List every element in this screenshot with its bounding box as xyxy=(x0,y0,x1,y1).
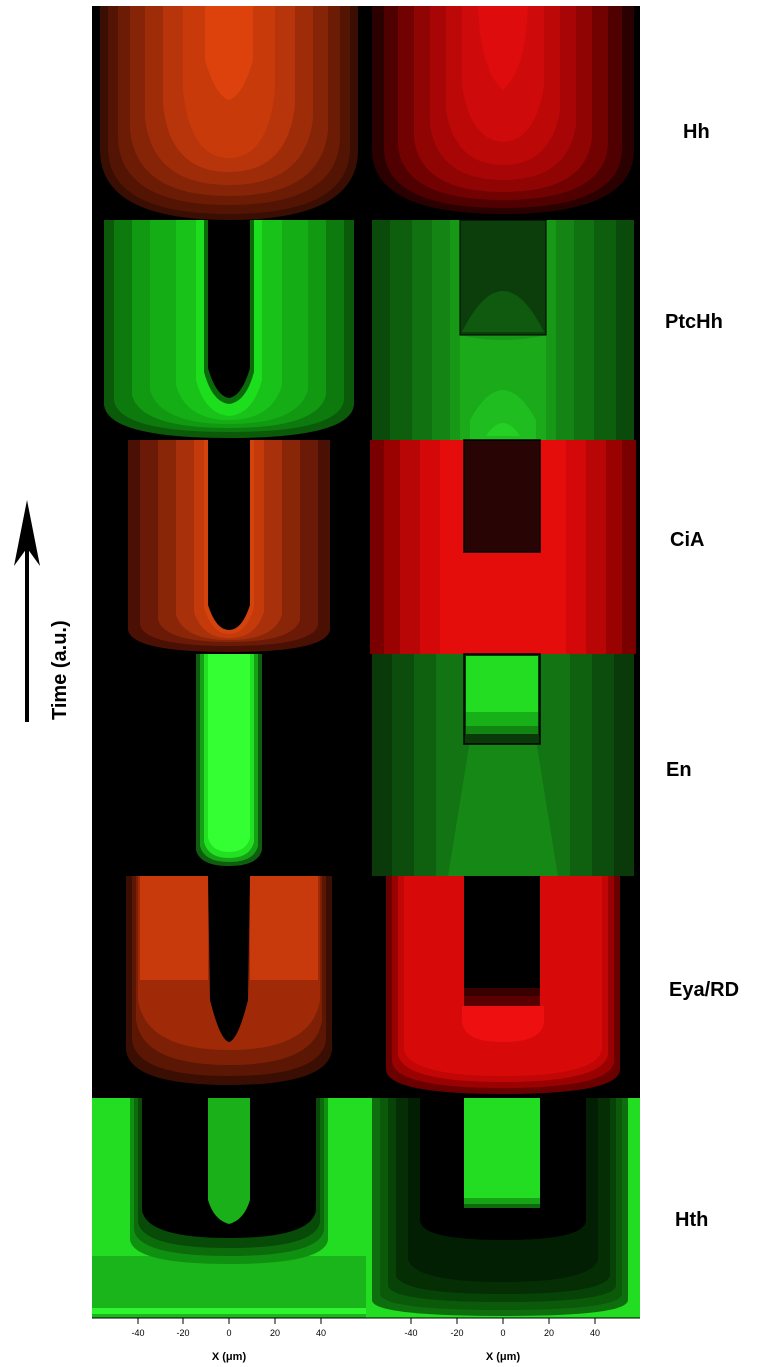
x-tick-right-1: -20 xyxy=(450,1328,463,1338)
row-label-en: En xyxy=(666,759,692,781)
panel-cia-left xyxy=(92,440,366,654)
x-tick-left-2: 0 xyxy=(226,1328,231,1338)
panel-eya-left xyxy=(92,876,366,1098)
x-axis-label-right: X (μm) xyxy=(486,1351,521,1363)
x-axis-left: -40 -20 0 20 40 X (μm) xyxy=(92,1317,366,1363)
x-tick-left-3: 20 xyxy=(270,1328,280,1338)
x-tick-right-4: 40 xyxy=(590,1328,600,1338)
panel-hth-right xyxy=(366,1098,640,1318)
panel-hh-right xyxy=(366,6,640,220)
panel-en-right xyxy=(366,653,640,876)
x-tick-left-1: -20 xyxy=(176,1328,189,1338)
x-axis-label-left: X (μm) xyxy=(212,1351,247,1363)
time-arrow xyxy=(14,500,40,722)
panel-ptchh-left xyxy=(92,220,366,440)
x-tick-right-2: 0 xyxy=(500,1328,505,1338)
row-label-eya-rd: Eya/RD xyxy=(669,979,739,1001)
panel-hh-left xyxy=(92,6,366,220)
row-label-hh: Hh xyxy=(683,121,710,143)
x-tick-right-0: -40 xyxy=(404,1328,417,1338)
time-arrow-head-icon xyxy=(14,500,40,566)
row-label-hth: Hth xyxy=(675,1209,708,1231)
panel-cia-right xyxy=(366,439,640,654)
x-tick-left-0: -40 xyxy=(131,1328,144,1338)
row-label-ptchh: PtcHh xyxy=(665,311,723,333)
x-axis-right: -40 -20 0 20 40 X (μm) xyxy=(366,1317,640,1363)
panel-en-left xyxy=(92,654,366,876)
panel-ptchh-right xyxy=(366,219,640,440)
row-label-cia: CiA xyxy=(670,529,704,551)
panel-hth-left xyxy=(92,1098,366,1318)
x-tick-right-3: 20 xyxy=(544,1328,554,1338)
x-tick-left-4: 40 xyxy=(316,1328,326,1338)
panel-eya-right xyxy=(366,876,640,1098)
time-axis-label: Time (a.u.) xyxy=(49,620,71,720)
